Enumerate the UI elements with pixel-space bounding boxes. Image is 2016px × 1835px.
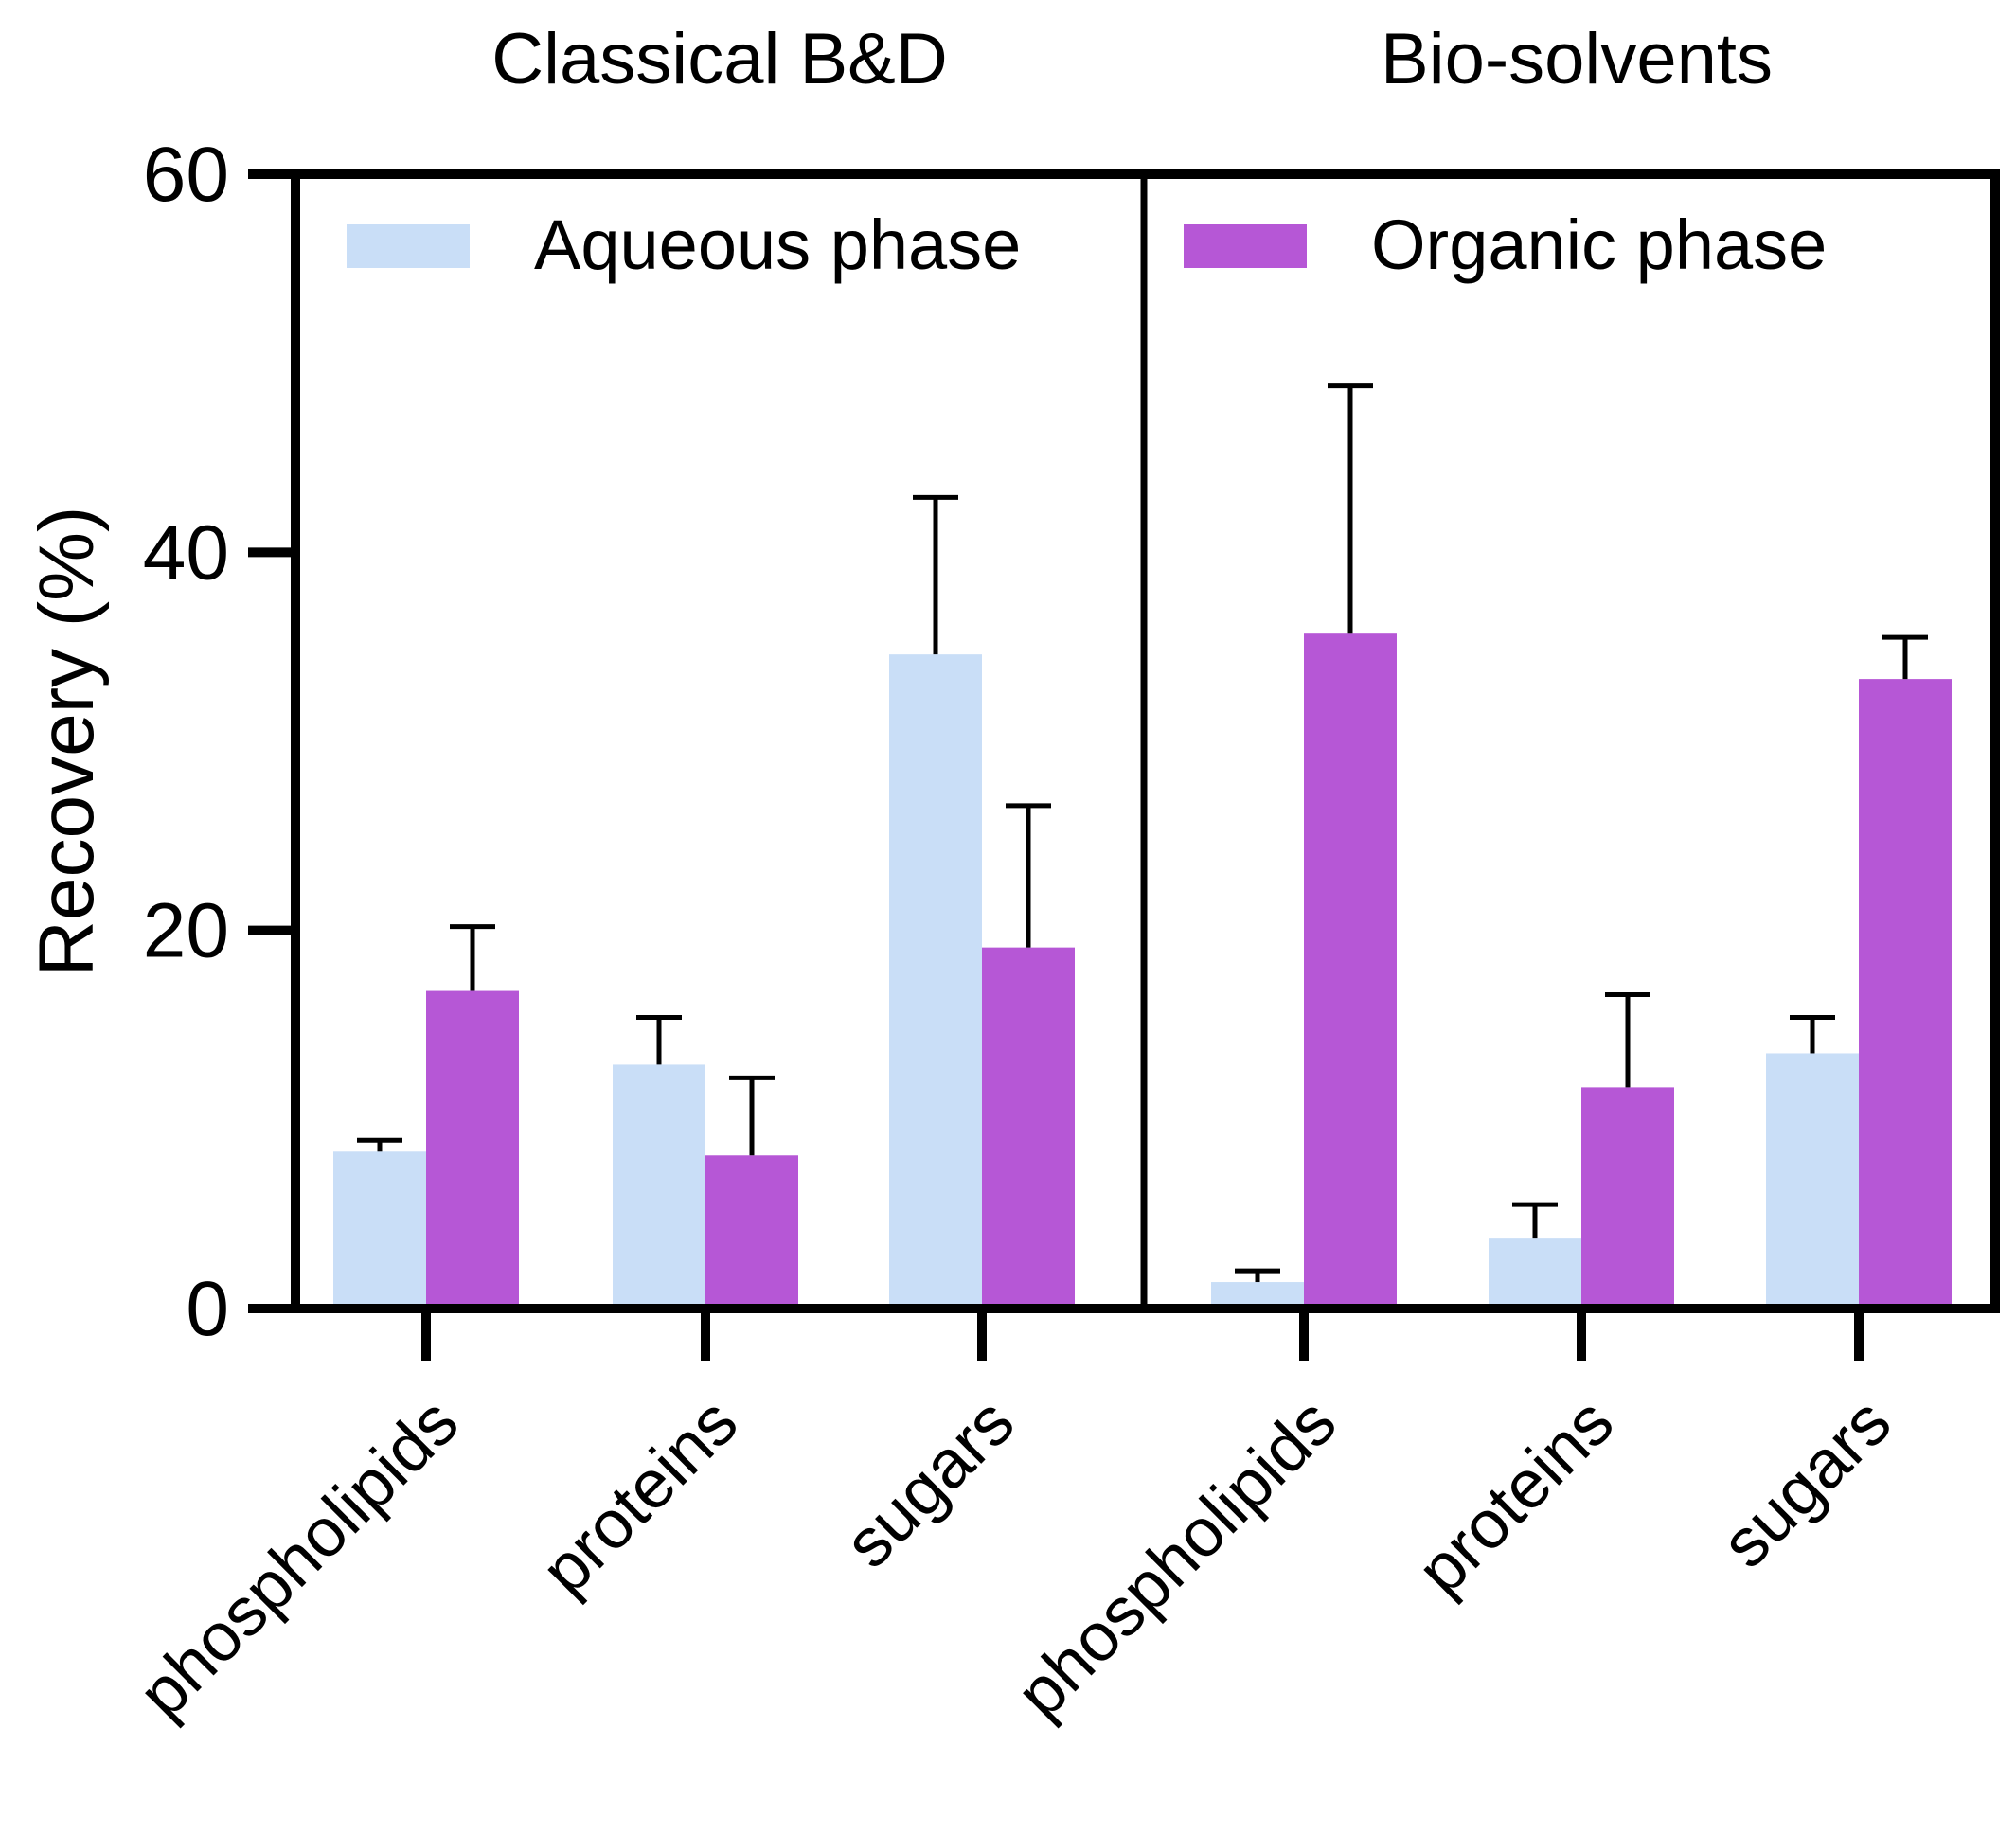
bar-0-phospholipids-aqueous xyxy=(333,1151,426,1309)
bar-0-sugars-aqueous xyxy=(889,654,982,1309)
bar-1-phospholipids-organic xyxy=(1304,633,1397,1309)
y-axis-label: Recovery (%) xyxy=(24,507,110,977)
panel-title-0: Classical B&D xyxy=(491,19,947,99)
y-tick-label-20: 20 xyxy=(143,888,229,974)
bar-0-proteins-aqueous xyxy=(613,1064,705,1309)
bar-1-sugars-aqueous xyxy=(1766,1053,1859,1309)
legend-label-organic: Organic phase xyxy=(1371,205,1827,284)
legend-label-aqueous: Aqueous phase xyxy=(534,205,1021,284)
bar-0-sugars-organic xyxy=(982,947,1075,1309)
x-tick-label-0-phospholipids: phospholipids xyxy=(124,1384,473,1733)
legend-swatch-organic xyxy=(1184,224,1307,268)
bar-0-proteins-organic xyxy=(705,1155,798,1309)
x-tick-label-0-proteins: proteins xyxy=(527,1384,753,1610)
panel-title-1: Bio-solvents xyxy=(1381,19,1773,99)
bar-0-phospholipids-organic xyxy=(426,990,519,1309)
error-bars-layer xyxy=(357,383,1928,1283)
x-tick-label-0-sugars: sugars xyxy=(830,1384,1028,1582)
bar-1-proteins-organic xyxy=(1581,1087,1674,1309)
y-tick-label-40: 40 xyxy=(143,509,229,596)
x-tick-label-1-proteins: proteins xyxy=(1403,1384,1629,1610)
x-tick-label-1-phospholipids: phospholipids xyxy=(1002,1384,1350,1733)
axes-frame xyxy=(248,169,2000,1361)
bar-1-sugars-organic xyxy=(1859,679,1952,1309)
y-tick-label-60: 60 xyxy=(143,132,229,218)
y-tick-label-0: 0 xyxy=(186,1266,229,1352)
x-tick-label-1-sugars: sugars xyxy=(1707,1384,1905,1582)
bars-layer xyxy=(333,633,1952,1309)
bar-1-proteins-aqueous xyxy=(1489,1238,1581,1309)
legend-swatch-aqueous xyxy=(347,224,470,268)
